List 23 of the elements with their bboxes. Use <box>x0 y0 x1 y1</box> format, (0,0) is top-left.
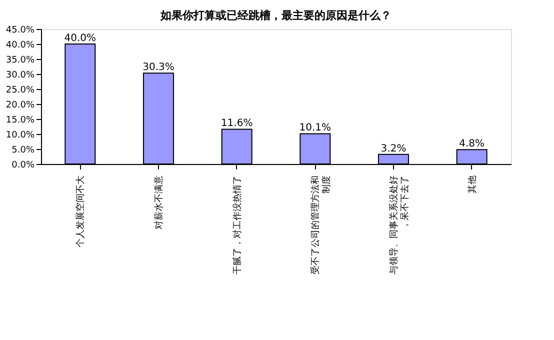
x-tick-label: 其他 <box>466 176 478 194</box>
y-tick-label: 20.0% <box>6 100 35 110</box>
data-label: 3.2% <box>380 143 406 154</box>
y-tick-label: 5.0% <box>12 146 35 156</box>
y-tick-label: 40.0% <box>6 40 35 50</box>
data-label: 4.8% <box>459 138 485 150</box>
x-tick-label: 受不了公司的管理方法和制度 <box>310 176 332 274</box>
data-label: 10.1% <box>299 122 332 134</box>
data-label: 30.3% <box>142 62 174 74</box>
y-tick-label: 0.0% <box>12 160 35 170</box>
y-tick-label: 35.0% <box>6 56 35 66</box>
data-label: 11.6% <box>220 118 253 130</box>
y-tick-label: 30.0% <box>6 70 35 80</box>
x-tick-label: 对薪水不满意 <box>154 176 164 230</box>
x-tick-label: 干腻了，对工作没热情了 <box>232 176 243 274</box>
x-tick-label: 个人发展空间不大 <box>75 176 86 248</box>
y-tick-label: 15.0% <box>6 116 35 126</box>
y-tick-label: 10.0% <box>6 130 35 140</box>
y-tick-label: 25.0% <box>6 86 35 96</box>
x-tick-label: 与领导、同事关系没处好，呆不下去了 <box>388 176 410 274</box>
y-tick-label: 45.0% <box>6 26 35 36</box>
chart-title: 如果你打算或已经跳槽，最主要的原因是什么？ <box>160 9 392 22</box>
data-label: 40.0% <box>64 33 96 44</box>
